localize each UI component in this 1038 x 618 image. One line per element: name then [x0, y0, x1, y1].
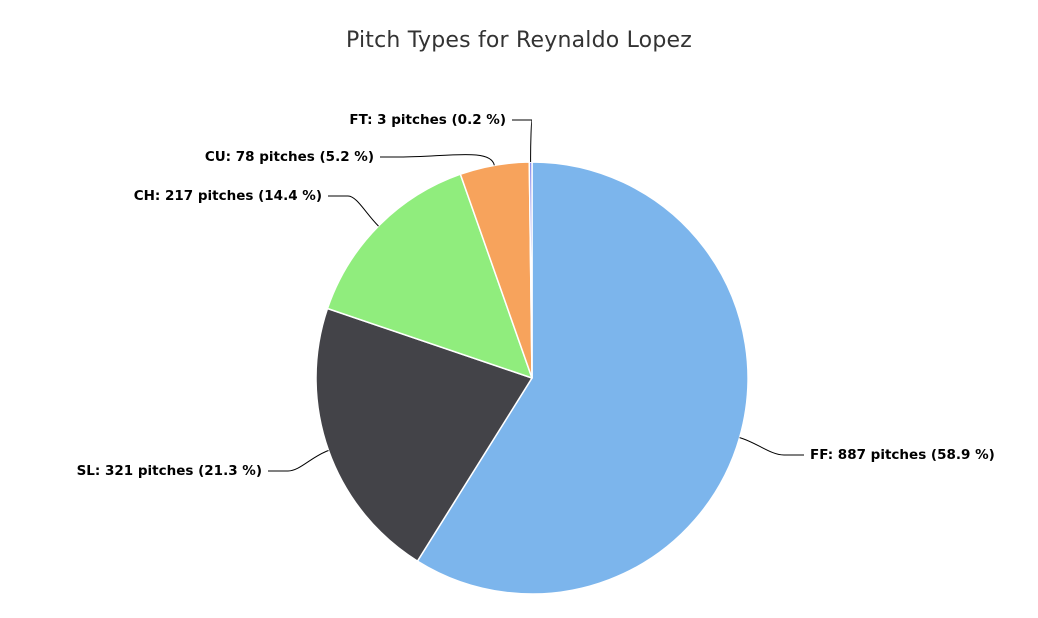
slices-layer	[315, 161, 749, 595]
slice-label-sl: SL: 321 pitches (21.3 %)	[77, 463, 262, 479]
connector-ch	[328, 195, 379, 227]
connector-ft	[512, 119, 533, 163]
slice-label-cu: CU: 78 pitches (5.2 %)	[205, 149, 374, 165]
pie-slice-ft[interactable]	[528, 161, 533, 379]
slice-label-ff: FF: 887 pitches (58.9 %)	[810, 447, 995, 463]
connector-cu	[380, 154, 495, 166]
slice-label-ft: FT: 3 pitches (0.2 %)	[349, 112, 506, 128]
connector-ff	[739, 437, 804, 456]
chart-title: Pitch Types for Reynaldo Lopez	[346, 28, 692, 53]
connector-sl	[268, 450, 329, 472]
labels-layer: FF: 887 pitches (58.9 %) SL: 321 pitches …	[77, 112, 995, 479]
connectors-layer	[268, 119, 804, 472]
slice-label-ch: CH: 217 pitches (14.4 %)	[134, 188, 322, 204]
pie-slice-sl[interactable]	[315, 307, 533, 562]
